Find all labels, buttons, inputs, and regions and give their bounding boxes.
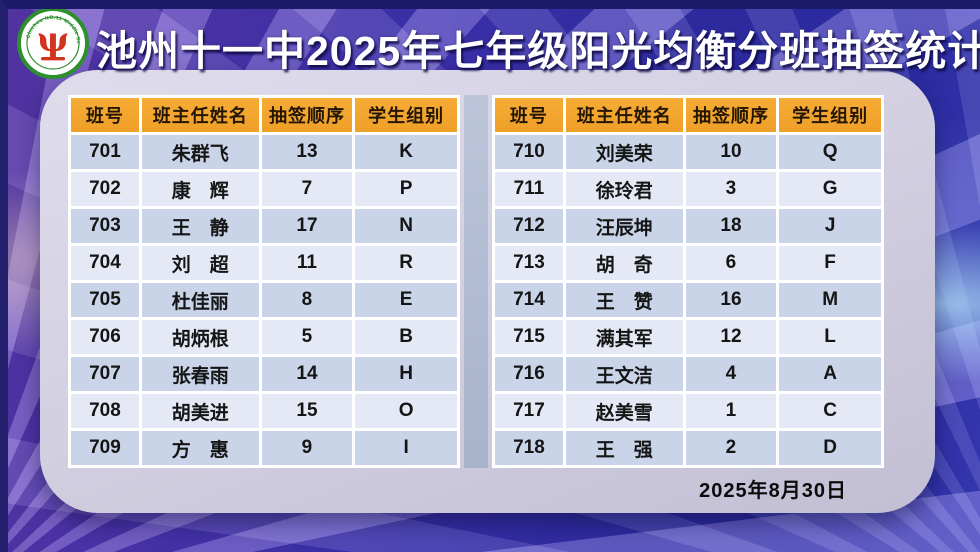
- cell-teacher: 王文洁: [565, 357, 683, 391]
- cell-group: H: [355, 357, 457, 391]
- cell-class-no: 708: [71, 394, 139, 428]
- cell-group: C: [779, 394, 881, 428]
- cell-order: 2: [685, 431, 777, 465]
- cell-order: 10: [685, 135, 777, 169]
- cell-class-no: 707: [71, 357, 139, 391]
- cell-class-no: 716: [495, 357, 563, 391]
- cell-order: 9: [261, 431, 353, 465]
- cell-order: 4: [685, 357, 777, 391]
- cell-group: J: [779, 209, 881, 243]
- cell-teacher: 王 静: [141, 209, 259, 243]
- cell-teacher: 王 强: [565, 431, 683, 465]
- cell-group: O: [355, 394, 457, 428]
- cell-group: K: [355, 135, 457, 169]
- cell-group: A: [779, 357, 881, 391]
- cell-group: I: [355, 431, 457, 465]
- cell-class-no: 709: [71, 431, 139, 465]
- cell-teacher: 徐玲君: [565, 172, 683, 206]
- cell-group: Q: [779, 135, 881, 169]
- cell-teacher: 方 惠: [141, 431, 259, 465]
- cell-group: P: [355, 172, 457, 206]
- cell-group: L: [779, 320, 881, 354]
- cell-order: 8: [261, 283, 353, 317]
- cell-order: 13: [261, 135, 353, 169]
- cell-order: 17: [261, 209, 353, 243]
- cell-teacher: 刘美荣: [565, 135, 683, 169]
- content-panel: 班号 班主任姓名 抽签顺序 学生组别 701 朱群飞 13 K 702 康 辉 …: [40, 70, 935, 513]
- cell-teacher: 朱群飞: [141, 135, 259, 169]
- cell-teacher: 王 赞: [565, 283, 683, 317]
- lottery-table-right: 班号 班主任姓名 抽签顺序 学生组别 710 刘美荣 10 Q 711 徐玲君 …: [492, 95, 884, 468]
- cell-class-no: 703: [71, 209, 139, 243]
- cell-class-no: 710: [495, 135, 563, 169]
- cell-class-no: 705: [71, 283, 139, 317]
- cell-order: 1: [685, 394, 777, 428]
- cell-teacher: 汪辰坤: [565, 209, 683, 243]
- cell-class-no: 712: [495, 209, 563, 243]
- logo-symbol: ψ: [37, 20, 69, 60]
- cell-order: 11: [261, 246, 353, 280]
- footer-date: 2025年8月30日: [699, 480, 847, 502]
- cell-teacher: 康 辉: [141, 172, 259, 206]
- cell-class-no: 706: [71, 320, 139, 354]
- cell-class-no: 718: [495, 431, 563, 465]
- cell-order: 6: [685, 246, 777, 280]
- column-header-teacher: 班主任姓名: [141, 98, 259, 132]
- cell-order: 7: [261, 172, 353, 206]
- cell-teacher: 胡炳根: [141, 320, 259, 354]
- cell-class-no: 711: [495, 172, 563, 206]
- cell-group: R: [355, 246, 457, 280]
- cell-teacher: 胡 奇: [565, 246, 683, 280]
- tables-divider: [464, 95, 488, 468]
- cell-order: 3: [685, 172, 777, 206]
- cell-group: N: [355, 209, 457, 243]
- cell-teacher: 杜佳丽: [141, 283, 259, 317]
- lottery-table-left: 班号 班主任姓名 抽签顺序 学生组别 701 朱群飞 13 K 702 康 辉 …: [68, 95, 460, 468]
- column-header-class-no: 班号: [71, 98, 139, 132]
- cell-group: B: [355, 320, 457, 354]
- cell-teacher: 胡美进: [141, 394, 259, 428]
- school-logo: Chizhou NO.11 Middle School ψ: [15, 3, 89, 79]
- column-header-group: 学生组别: [779, 98, 881, 132]
- cell-class-no: 713: [495, 246, 563, 280]
- cell-group: D: [779, 431, 881, 465]
- cell-class-no: 717: [495, 394, 563, 428]
- cell-order: 18: [685, 209, 777, 243]
- column-header-order: 抽签顺序: [685, 98, 777, 132]
- school-badge-icon: Chizhou NO.11 Middle School ψ: [15, 3, 89, 79]
- cell-group: F: [779, 246, 881, 280]
- cell-class-no: 714: [495, 283, 563, 317]
- cell-order: 15: [261, 394, 353, 428]
- cell-class-no: 715: [495, 320, 563, 354]
- cell-order: 16: [685, 283, 777, 317]
- cell-order: 14: [261, 357, 353, 391]
- column-header-class-no: 班号: [495, 98, 563, 132]
- cell-teacher: 赵美雪: [565, 394, 683, 428]
- cell-order: 12: [685, 320, 777, 354]
- cell-group: G: [779, 172, 881, 206]
- column-header-teacher: 班主任姓名: [565, 98, 683, 132]
- page-title: 池州十一中2025年七年级阳光均衡分班抽签统计表: [96, 28, 980, 74]
- cell-group: E: [355, 283, 457, 317]
- cell-class-no: 701: [71, 135, 139, 169]
- cell-teacher: 满其军: [565, 320, 683, 354]
- column-header-group: 学生组别: [355, 98, 457, 132]
- cell-teacher: 刘 超: [141, 246, 259, 280]
- cell-class-no: 704: [71, 246, 139, 280]
- cell-order: 5: [261, 320, 353, 354]
- cell-teacher: 张春雨: [141, 357, 259, 391]
- cell-group: M: [779, 283, 881, 317]
- cell-class-no: 702: [71, 172, 139, 206]
- column-header-order: 抽签顺序: [261, 98, 353, 132]
